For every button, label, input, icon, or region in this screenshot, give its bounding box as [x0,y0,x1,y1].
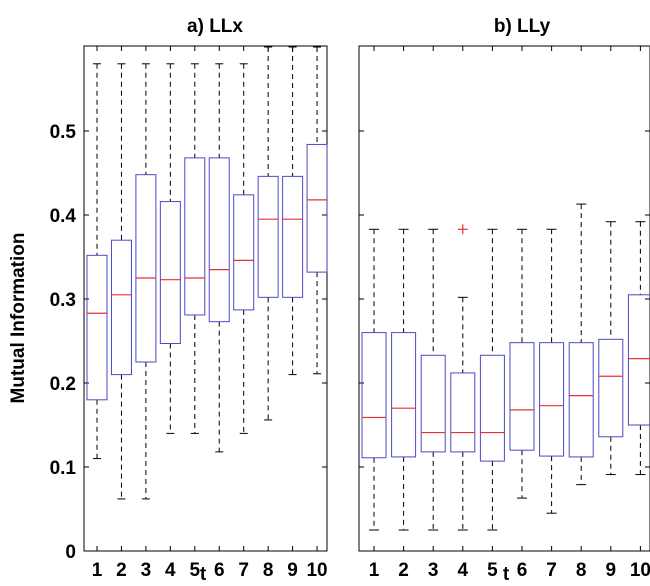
x-tick-label: 9 [287,560,298,581]
box-1 [86,63,108,460]
y-tick-label: 0.3 [50,290,76,311]
panel-a-x-axis-label: t [200,564,207,585]
box-10 [306,46,328,375]
iqr-box [208,157,230,323]
box-8 [257,46,279,421]
iqr-box [568,342,594,458]
panel-b-ticks [359,46,650,552]
panel-b-title: b) LLy [494,16,551,37]
panel-b-boxes [361,203,650,531]
iqr-box [450,372,476,453]
panel-a-title: a) LLx [187,16,243,37]
y-tick-label: 0.5 [50,122,77,143]
box-7 [539,228,565,514]
box-3 [420,228,446,531]
iqr-box [184,157,206,316]
x-tick-label: 9 [606,560,617,581]
box-9 [282,46,304,376]
x-tick-label: 4 [165,560,176,581]
y-axis-label: Mutual Information [8,233,29,404]
iqr-box [539,342,565,457]
box-7 [233,63,255,434]
box-6 [208,63,230,453]
x-tick-label: 1 [92,560,103,581]
iqr-box [479,354,505,462]
iqr-box [509,342,535,451]
y-tick-label: 0.1 [50,458,77,479]
y-tick-label: 0.4 [50,206,77,227]
panel-b-x-tick-labels: 1 2 3 4 5 6 7 8 9 10 [369,560,650,581]
x-tick-label: 5 [190,560,201,581]
iqr-box [627,294,650,426]
x-tick-label: 1 [369,560,380,581]
iqr-box [110,239,132,376]
x-tick-label: 6 [214,560,225,581]
iqr-box [135,174,157,363]
x-tick-label: 2 [116,560,127,581]
x-tick-label: 10 [630,560,650,581]
iqr-box [282,175,304,298]
x-tick-label: 4 [458,560,469,581]
panel-a-y-tick-labels: 0 0.1 0.2 0.3 0.4 0.5 [50,122,77,563]
x-tick-label: 8 [263,560,274,581]
x-tick-label: 8 [576,560,587,581]
iqr-box [391,332,417,458]
box-4 [159,63,181,434]
panel-a: a) LLx 0 0.1 0.2 0.3 0.4 0.5 1 2 3 4 5 6 7 8 9 10 t [50,16,328,585]
panel-a-x-tick-labels: 1 2 3 4 5 6 7 8 9 10 [92,560,328,581]
box-9 [598,221,624,476]
box-5 [184,63,206,434]
panel-a-ticks [84,46,327,552]
x-tick-label: 2 [398,560,409,581]
x-tick-label: 7 [238,560,249,581]
iqr-box [86,254,108,401]
x-tick-label: 3 [141,560,152,581]
panel-b-axes [358,45,650,552]
x-tick-label: 6 [517,560,528,581]
box-4 [450,296,476,531]
box-6 [509,228,535,499]
iqr-box [306,143,328,273]
box-1 [361,228,387,531]
iqr-box [420,354,446,453]
box-2 [110,63,132,500]
box-10 [627,221,650,476]
box-5 [479,228,505,531]
iqr-box [361,332,387,459]
box-2 [391,228,417,531]
panel-a-axes [83,45,328,552]
panel-b: b) LLy 1 2 3 4 5 6 7 8 9 10 t [358,16,650,585]
panel-a-boxes [86,46,328,500]
x-tick-label: 7 [546,560,557,581]
panel-b-x-axis-label: t [503,564,510,585]
box-8 [568,203,594,486]
iqr-box [159,201,181,345]
iqr-box [598,338,624,438]
y-tick-label: 0.2 [50,374,76,395]
y-tick-label: 0 [65,542,76,563]
box-3 [135,63,157,500]
iqr-box [233,194,255,311]
x-tick-label: 10 [306,560,327,581]
iqr-box [257,175,279,298]
x-tick-label: 5 [487,560,498,581]
outlier-marker [457,224,468,235]
x-tick-label: 3 [428,560,439,581]
